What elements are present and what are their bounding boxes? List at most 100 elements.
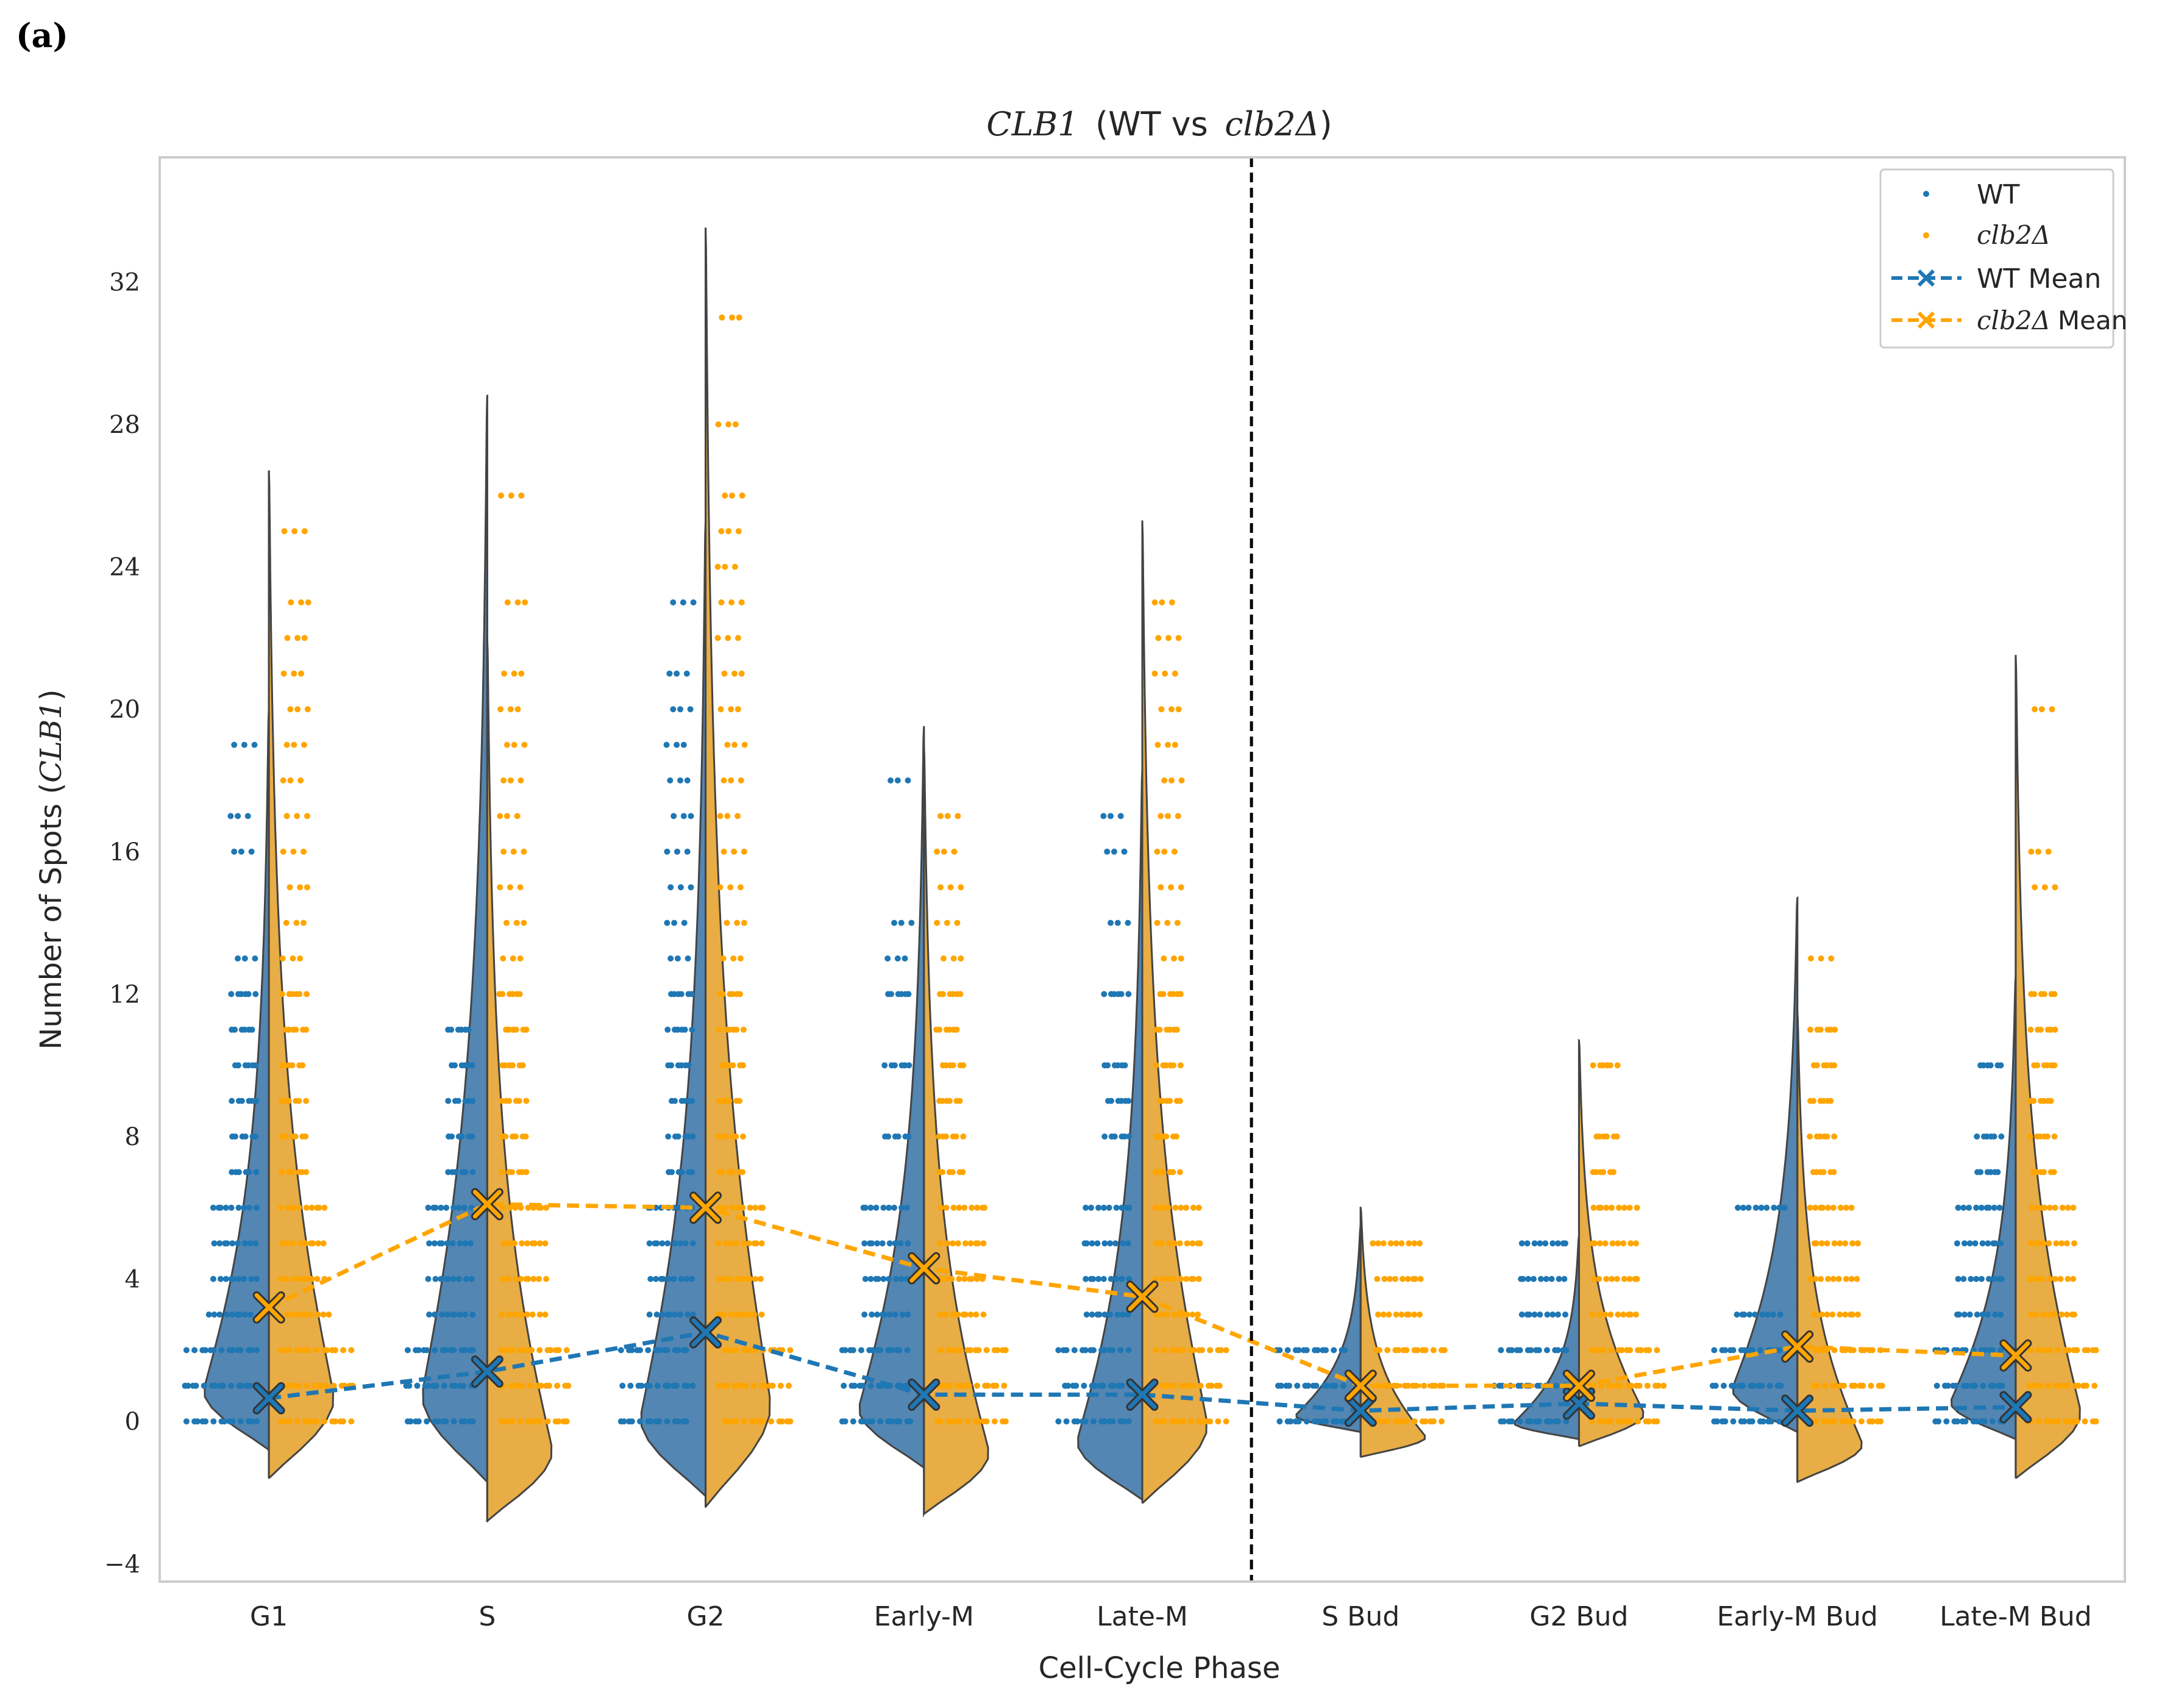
point-mutant-0-6-3	[321, 1204, 328, 1211]
point-mutant-8-10-3	[2051, 1062, 2058, 1069]
point-mutant-5-0-7	[1439, 1418, 1445, 1425]
point-wt-3-3-6	[869, 1312, 875, 1318]
point-mutant-2-5-8	[751, 1240, 758, 1247]
point-mutant-1-9-3	[506, 1097, 513, 1104]
point-mutant-2-7-4	[729, 1169, 736, 1176]
point-mutant-6-4-5	[1626, 1276, 1633, 1282]
point-mutant-3-5-5	[967, 1240, 974, 1247]
point-wt-1-0-8	[469, 1418, 476, 1425]
point-wt-7-0-10	[1768, 1418, 1774, 1425]
point-mutant-3-9-5	[939, 1097, 946, 1104]
point-mutant-6-2-12	[1596, 1347, 1603, 1354]
violin-mutant-3	[923, 744, 989, 1515]
point-mutant-1-20-0	[514, 706, 521, 713]
point-mutant-4-16-2	[1154, 848, 1161, 855]
point-mutant-4-11-3	[1173, 1026, 1180, 1033]
violin-wt-8	[1950, 975, 2017, 1440]
point-wt-4-0-12	[1074, 1418, 1081, 1425]
point-wt-6-4-5	[1525, 1276, 1532, 1282]
point-mutant-5-5-7	[1398, 1240, 1405, 1247]
point-wt-7-4-8	[1735, 1204, 1741, 1211]
point-wt-0-6-2	[228, 1204, 235, 1211]
point-wt-2-3-2	[677, 1312, 683, 1318]
point-mutant-6-5-1	[1609, 1240, 1616, 1247]
point-mutant-2-1-9	[758, 1382, 765, 1389]
point-mutant-6-1-13	[1614, 1382, 1621, 1389]
point-wt-1-6-5	[438, 1204, 444, 1211]
point-mutant-6-7-5	[1593, 1169, 1599, 1176]
point-mutant-4-20-2	[1168, 706, 1175, 713]
legend-box	[1879, 168, 2115, 349]
point-wt-4-0-8	[1109, 1418, 1116, 1425]
point-wt-0-1-6	[228, 1382, 235, 1389]
point-wt-2-19-0	[674, 741, 680, 748]
point-mutant-2-14-0	[741, 919, 747, 926]
point-mutant-5-1-8	[1402, 1382, 1408, 1389]
point-mutant-7-10-3	[1831, 1062, 1838, 1069]
point-mutant-4-16-0	[1161, 848, 1168, 855]
point-wt-6-4-4	[1543, 1276, 1549, 1282]
point-wt-7-2-7	[1757, 1347, 1763, 1354]
point-wt-2-7-5	[666, 1169, 672, 1176]
point-wt-0-14-2	[238, 848, 244, 855]
point-mutant-8-5-1	[2053, 1240, 2060, 1247]
point-wt-2-0-13	[621, 1418, 627, 1425]
point-mutant-0-4-6	[314, 1276, 321, 1282]
point-wt-3-7-5	[882, 1133, 889, 1140]
point-mutant-2-20-2	[728, 706, 735, 713]
point-wt-6-0-12	[1501, 1418, 1507, 1425]
point-wt-6-2-13	[1528, 1347, 1534, 1354]
point-mutant-1-22-0	[522, 599, 528, 605]
point-wt-3-5-7	[886, 1240, 893, 1247]
x-tick-label: Early-M	[874, 1601, 974, 1632]
point-mutant-1-2-9	[544, 1347, 551, 1354]
point-wt-1-5-7	[457, 1240, 463, 1247]
point-wt-2-7-4	[675, 1169, 682, 1176]
point-wt-8-1-6	[1933, 1382, 1940, 1389]
point-wt-1-1-11	[452, 1382, 458, 1389]
point-mutant-4-15-0	[1158, 884, 1164, 891]
point-mutant-0-15-2	[297, 884, 304, 891]
point-mutant-5-0-13	[1381, 1418, 1388, 1425]
point-mutant-0-6-6	[278, 1204, 285, 1211]
point-mutant-2-19-1	[741, 741, 748, 748]
point-mutant-0-19-2	[283, 741, 290, 748]
title-close: )	[1320, 105, 1332, 143]
point-mutant-3-7-5	[959, 1169, 966, 1176]
point-wt-7-4-1	[1763, 1204, 1770, 1211]
point-mutant-8-11-3	[2027, 1026, 2034, 1033]
point-mutant-3-5-3	[980, 1240, 987, 1247]
point-wt-1-6-2	[443, 1204, 450, 1211]
point-mutant-0-2-2	[278, 1347, 285, 1354]
point-mutant-7-0-9	[1866, 1418, 1873, 1425]
point-mutant-2-1-10	[786, 1382, 792, 1389]
point-wt-0-6-8	[217, 1204, 224, 1211]
point-mutant-3-4-8	[967, 1276, 973, 1282]
point-wt-2-8-4	[672, 1133, 678, 1140]
point-mutant-8-0-9	[2090, 1418, 2096, 1425]
point-mutant-0-4-5	[296, 1276, 302, 1282]
point-mutant-4-2-8	[1188, 1347, 1194, 1354]
point-mutant-0-5-4	[284, 1240, 291, 1247]
point-mutant-4-5-1	[1166, 1240, 1172, 1247]
point-wt-0-2-2	[254, 1347, 260, 1354]
point-mutant-3-15-0	[937, 884, 944, 891]
point-mutant-6-8-5	[1596, 1133, 1603, 1140]
point-mutant-8-10-4	[2034, 1062, 2041, 1069]
point-mutant-8-1-9	[2026, 1382, 2033, 1389]
point-wt-0-4-2	[241, 1276, 247, 1282]
point-wt-6-0-11	[1528, 1418, 1534, 1425]
point-mutant-8-2-12	[2044, 1347, 2051, 1354]
point-wt-0-0-13	[194, 1418, 201, 1425]
point-mutant-6-0-7	[1588, 1418, 1595, 1425]
point-mutant-5-4-1	[1381, 1276, 1388, 1282]
point-mutant-0-1-8	[284, 1382, 291, 1389]
point-wt-1-0-13	[407, 1418, 414, 1425]
point-mutant-7-3-2	[1837, 1312, 1843, 1318]
point-mutant-2-11-5	[726, 1026, 733, 1033]
point-wt-7-2-11	[1722, 1347, 1729, 1354]
point-mutant-7-3-1	[1818, 1312, 1825, 1318]
point-mutant-0-0-11	[283, 1418, 290, 1425]
point-mutant-7-1-9	[1876, 1382, 1882, 1389]
point-mutant-3-11-3	[953, 1026, 960, 1033]
